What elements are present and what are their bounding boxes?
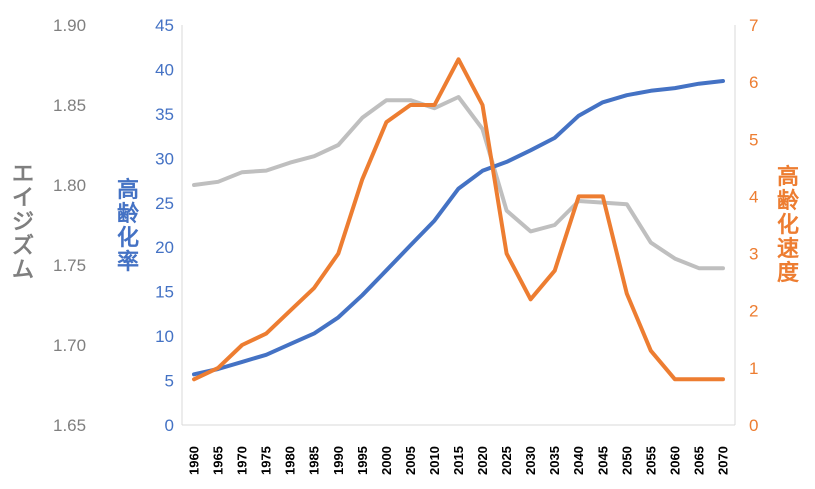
x-tick-label: 2050: [619, 446, 634, 475]
left-outer-tick-label: 1.90: [53, 16, 86, 35]
left-inner-tick-label: 40: [155, 60, 174, 79]
aging-rate-series-line: [192, 79, 725, 377]
x-tick-label: 2035: [547, 446, 562, 475]
right-tick-label: 6: [749, 73, 758, 92]
x-tick-label: 2000: [379, 446, 394, 475]
right-tick-label: 4: [749, 187, 758, 206]
left-inner-tick-label: 25: [155, 194, 174, 213]
x-tick-label: 2060: [667, 446, 682, 475]
right-axis-label: 高齢化速度: [776, 164, 799, 285]
x-tick-label: 1975: [259, 446, 274, 475]
right-tick-label: 2: [749, 302, 758, 321]
left-inner-tick-label: 45: [155, 16, 174, 35]
left-inner-tick-label: 10: [155, 327, 174, 346]
x-tick-label: 1965: [211, 446, 226, 475]
left-outer-tick-label: 1.85: [53, 96, 86, 115]
x-tick-label: 1980: [283, 446, 298, 475]
right-tick-label: 5: [749, 130, 758, 149]
x-tick-label: 2040: [571, 446, 586, 475]
x-tick-label: 2010: [427, 446, 442, 475]
aging-speed-series-line: [192, 57, 725, 382]
left-inner-tick-label: 0: [165, 416, 174, 435]
x-tick-label: 1960: [187, 446, 202, 475]
left-inner-tick-label: 20: [155, 238, 174, 257]
left-outer-tick-label: 1.65: [53, 416, 86, 435]
x-tick-label: 2005: [403, 446, 418, 475]
x-tick-label: 2015: [451, 446, 466, 475]
x-tick-label: 2025: [499, 446, 514, 475]
right-tick-label: 1: [749, 359, 758, 378]
x-tick-label: 2065: [691, 446, 706, 475]
ageism-series-line: [192, 95, 725, 271]
x-tick-label: 1985: [307, 446, 322, 475]
x-tick-label: 1995: [355, 446, 370, 475]
x-tick-label: 2020: [475, 446, 490, 475]
right-tick-label: 7: [749, 16, 758, 35]
right-tick-label: 3: [749, 245, 758, 264]
left-inner-axis-label: 高齢化率: [116, 177, 139, 274]
x-tick-label: 2055: [643, 446, 658, 475]
right-tick-label: 0: [749, 416, 758, 435]
left-outer-tick-label: 1.70: [53, 336, 86, 355]
x-tick-label: 2070: [715, 446, 730, 475]
x-tick-label: 2045: [595, 446, 610, 475]
left-outer-tick-label: 1.80: [53, 176, 86, 195]
left-inner-tick-label: 5: [165, 372, 174, 391]
left-inner-tick-label: 35: [155, 105, 174, 124]
x-tick-label: 1990: [331, 446, 346, 475]
left-outer-tick-label: 1.75: [53, 256, 86, 275]
left-inner-tick-label: 15: [155, 283, 174, 302]
x-tick-label: 2030: [523, 446, 538, 475]
left-inner-tick-label: 30: [155, 149, 174, 168]
x-tick-label: 1970: [235, 446, 250, 475]
left-outer-axis-label: エイジズム: [11, 161, 34, 282]
